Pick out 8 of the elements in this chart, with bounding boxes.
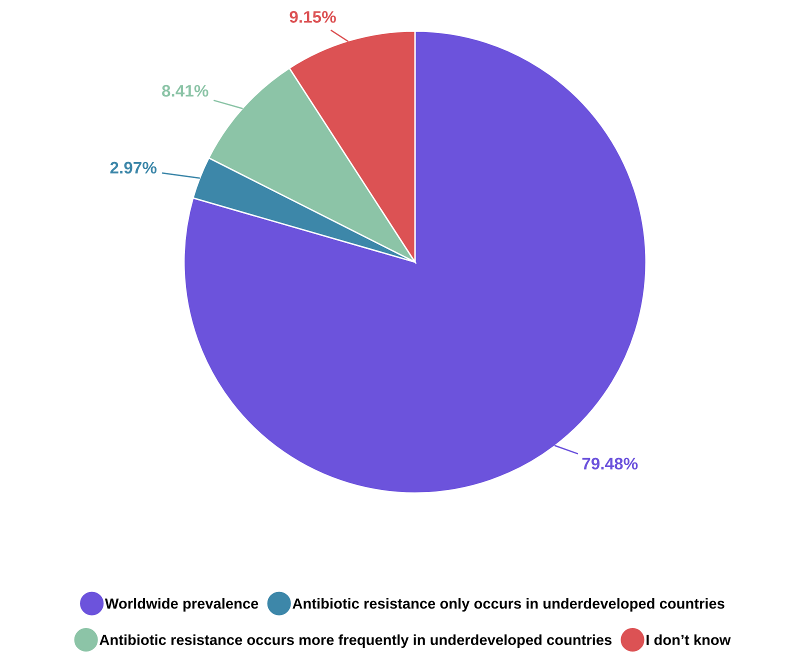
legend-label: Antibiotic resistance only occurs in underdeveloped countries <box>292 598 724 612</box>
data-label: 2.97% <box>110 162 157 174</box>
legend-label: I don’t know <box>646 634 731 646</box>
legend-label: Worldwide prevalence <box>104 598 258 612</box>
legend-label: Antibiotic resistance occurs more frequently in underdeveloped countries <box>100 634 612 648</box>
data-label: 8.41% <box>162 84 208 97</box>
data-label: 79.48% <box>582 458 638 470</box>
data-label: 9.15% <box>290 11 336 23</box>
